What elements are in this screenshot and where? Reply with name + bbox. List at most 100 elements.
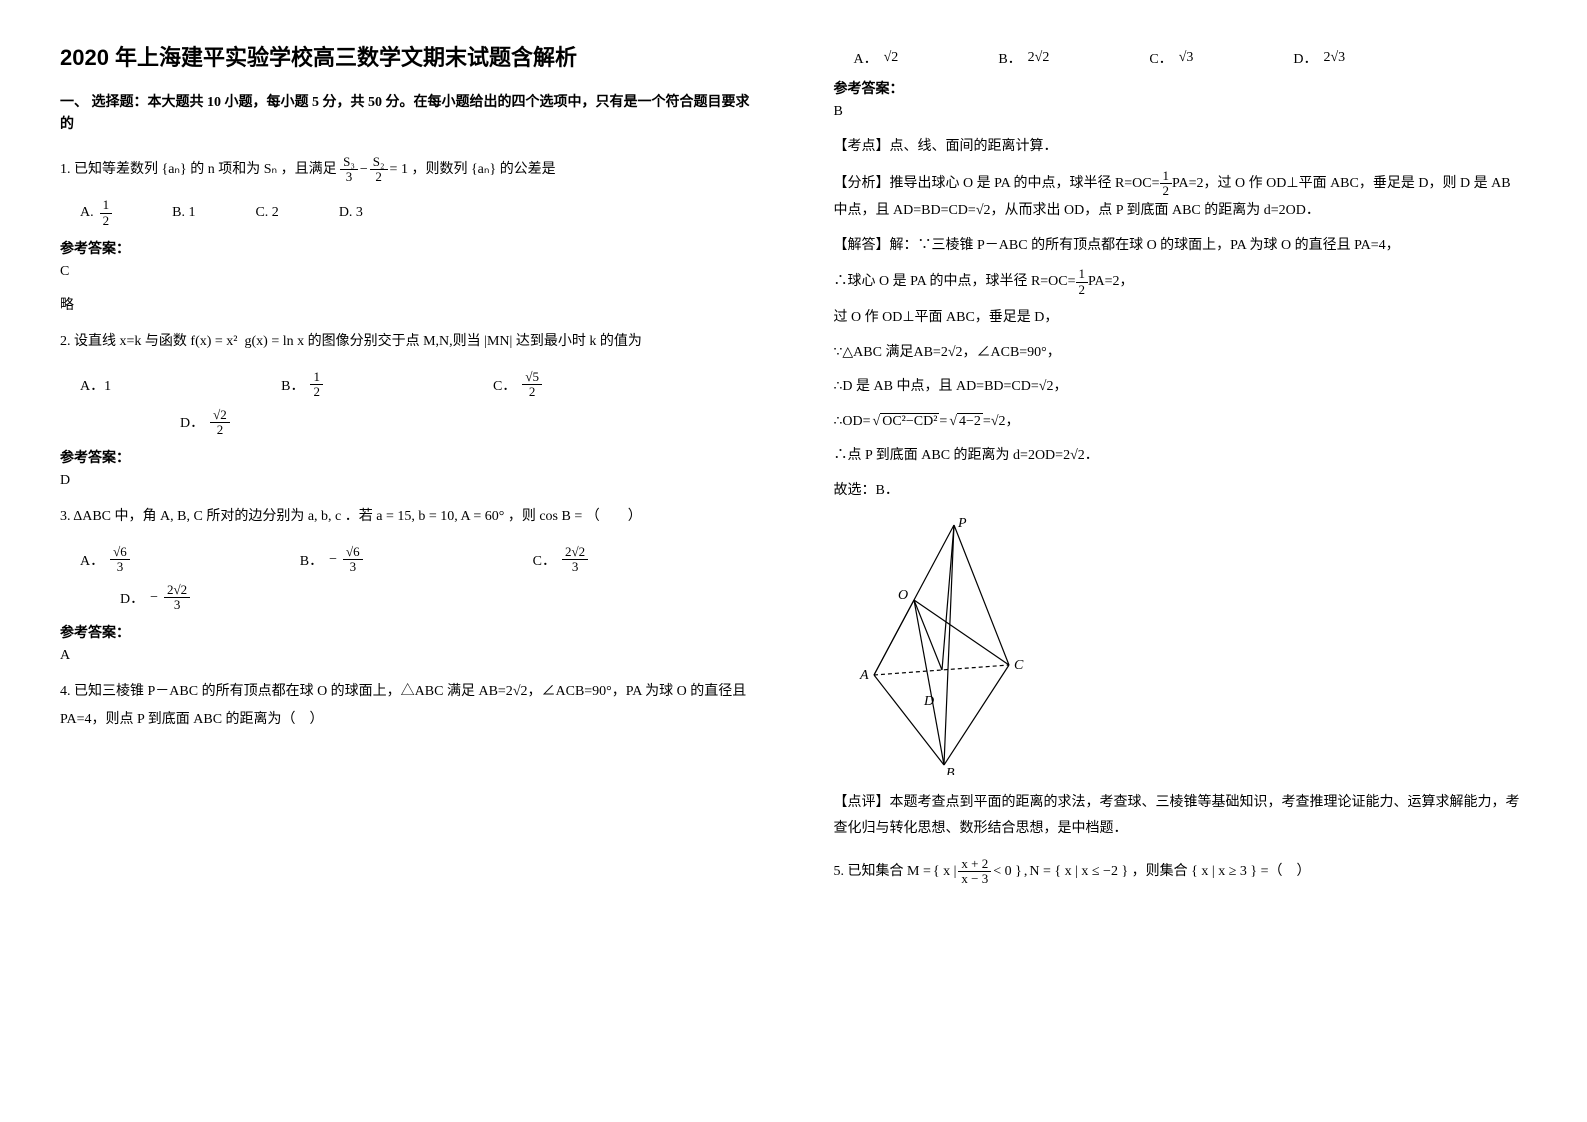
q2-gx: g(x) = ln x bbox=[245, 334, 305, 349]
q1-opt-b: B. 1 bbox=[172, 205, 195, 221]
q3-opt-d-neg: − bbox=[150, 590, 158, 606]
q3-opt-d-den: 3 bbox=[164, 598, 190, 612]
question-2: 2. 设直线 x=k 与函数 f(x) = x² g(x) = ln x 的图像… bbox=[60, 328, 754, 356]
q2-opt-b-num: 1 bbox=[310, 370, 323, 385]
q4-opt-c-val: √3 bbox=[1179, 50, 1194, 66]
q5-m-frac-den: x − 3 bbox=[958, 872, 991, 886]
q4-opt-b-val: 2√2 bbox=[1028, 50, 1050, 66]
q3-opt-c-label: C． bbox=[533, 550, 556, 570]
q3-tail: （ ） bbox=[586, 509, 642, 524]
q3-opt-b-neg: − bbox=[329, 552, 337, 568]
q3-cosb: cos B = bbox=[539, 509, 582, 524]
q1-stem-b: 的 n 项和为 bbox=[190, 162, 260, 177]
q4-stem-a: 4. 已知三棱锥 P－ABC 的所有顶点都在球 O 的球面上，△ABC 满足 A… bbox=[60, 684, 513, 699]
q2-stem-a: 2. 设直线 x=k 与函数 bbox=[60, 334, 187, 349]
q3-opt-a: A． √6 3 bbox=[80, 545, 130, 575]
q1-seq2: {aₙ} bbox=[471, 162, 496, 177]
q4-jieda-7: 故选：B． bbox=[834, 478, 1528, 505]
q3-angles: A, B, C bbox=[160, 509, 203, 524]
q4-opt-b: B． 2√2 bbox=[998, 48, 1049, 68]
q1-stem-d: ，则数列 bbox=[411, 162, 467, 177]
q5-m-rhs: < 0 } bbox=[993, 858, 1022, 886]
diagram-label-a: A bbox=[859, 668, 869, 683]
q2-answer: D bbox=[60, 473, 754, 489]
q1-answer: C bbox=[60, 264, 754, 280]
q3-tri: ΔABC bbox=[73, 509, 111, 524]
q2-opt-c-label: C． bbox=[493, 375, 516, 395]
q1-stem-c: ，且满足 bbox=[281, 162, 337, 177]
q4-fx-pa: PA=2 bbox=[1172, 176, 1204, 191]
q4-fx-sqrt2: √2 bbox=[976, 203, 991, 218]
q4-kd-label: 【考点】 bbox=[834, 139, 890, 154]
q4-jd5b: = bbox=[939, 414, 947, 429]
q5-target: { x | x ≥ 3 } bbox=[1191, 864, 1257, 879]
q3-opt-b: B． − √6 3 bbox=[300, 545, 363, 575]
q1-frac2-num: S₂ bbox=[370, 155, 388, 170]
q4-jd5-sqrt1: OC²−CD² bbox=[871, 409, 940, 436]
q4-opt-c: C． √3 bbox=[1149, 48, 1193, 68]
q3-opt-d: D． − 2√2 3 bbox=[120, 583, 190, 613]
q1-frac1: S₃ 3 bbox=[340, 155, 358, 185]
q3-options-row2: D． − 2√2 3 bbox=[120, 583, 754, 613]
question-3: 3. ΔABC 中，角 A, B, C 所对的边分别为 a, b, c ．若 a… bbox=[60, 503, 754, 531]
q1-note: 略 bbox=[60, 294, 754, 314]
q4-jd5e: ， bbox=[1006, 414, 1020, 429]
q2-opt-b-label: B． bbox=[281, 375, 304, 395]
q2-answer-label: 参考答案： bbox=[60, 447, 754, 467]
q4-jd6c: ． bbox=[1085, 448, 1099, 463]
diagram-label-o: O bbox=[898, 588, 908, 603]
q5-n: N = { x | x ≤ −2 } bbox=[1029, 858, 1128, 886]
q1-eq-rhs: = 1 bbox=[390, 156, 408, 184]
q1-frac2-den: 2 bbox=[370, 170, 388, 184]
q3-stem-a: 3. bbox=[60, 509, 71, 524]
q4-fx-c: ，从而求出 OD，点 P 到底面 ABC 的距离为 d=2OD． bbox=[991, 203, 1320, 218]
q1-minus: − bbox=[360, 156, 368, 184]
q1-seq: {aₙ} bbox=[162, 162, 187, 177]
q1-answer-label: 参考答案： bbox=[60, 238, 754, 258]
diagram-label-c: C bbox=[1014, 658, 1024, 673]
q4-jd5c: = bbox=[983, 414, 991, 429]
q4-jd5a: ∴OD= bbox=[834, 414, 871, 429]
q4-fx-label: 【分析】 bbox=[834, 176, 890, 191]
q1-frac2: S₂ 2 bbox=[370, 155, 388, 185]
q4-jd1-num: 1 bbox=[1076, 267, 1089, 282]
q3-stem-d: ．若 bbox=[345, 509, 373, 524]
q2-stem-c: 达到最小时 k 的值为 bbox=[516, 334, 642, 349]
q5-stem-b: ，则集合 bbox=[1132, 864, 1188, 879]
q4-opt-a-label: A． bbox=[854, 48, 878, 68]
q4-jd1b: PA=2 bbox=[1088, 274, 1120, 289]
q1-stem-e: 的公差是 bbox=[500, 162, 556, 177]
tetrahedron-svg: P O A C D B bbox=[854, 515, 1054, 775]
q2-mn: |MN| bbox=[484, 334, 512, 349]
q3-stem-c: 所对的边分别为 bbox=[206, 509, 304, 524]
q3-opt-a-den: 3 bbox=[110, 560, 130, 574]
q2-stem-b: 的图像分别交于点 M,N,则当 bbox=[308, 334, 481, 349]
q1-frac1-den: 3 bbox=[340, 170, 358, 184]
q3-opt-a-num: √6 bbox=[110, 545, 130, 560]
q4-jieda-6: ∴点 P 到底面 ABC 的距离为 d=2OD=2√2． bbox=[834, 443, 1528, 470]
q5-m-frac-num: x + 2 bbox=[958, 857, 991, 872]
q3-opt-b-label: B． bbox=[300, 550, 323, 570]
q4-sqrt2: √2 bbox=[513, 684, 528, 699]
q4-jd1-den: 2 bbox=[1076, 283, 1089, 297]
q4-dianping: 【点评】本题考查点到平面的距离的求法，考查球、三棱锥等基础知识，考查推理论证能力… bbox=[834, 790, 1528, 843]
q5-tail: =（ ） bbox=[1261, 864, 1311, 879]
q2-opt-c-den: 2 bbox=[522, 385, 542, 399]
q4-opt-c-label: C． bbox=[1149, 48, 1172, 68]
q4-jieda-5: ∴OD=OC²−CD²=4−2=√2， bbox=[834, 409, 1528, 436]
q5-m-frac: x + 2 x − 3 bbox=[958, 857, 991, 887]
q2-opt-c-num: √5 bbox=[522, 370, 542, 385]
q5-m-open: { x | bbox=[933, 858, 957, 886]
q2-opt-c: C． √5 2 bbox=[493, 370, 542, 400]
q4-jd6b: √2 bbox=[1070, 448, 1085, 463]
diagram-label-d: D bbox=[923, 694, 934, 709]
q4-opt-a: A． √2 bbox=[854, 48, 899, 68]
q4-jd1c: ， bbox=[1120, 274, 1134, 289]
q3-opt-c: C． 2√2 3 bbox=[533, 545, 588, 575]
q5-m-lhs: M = bbox=[907, 858, 931, 886]
q1-stem-a: 1. 已知等差数列 bbox=[60, 162, 158, 177]
q1-opt-a-label: A. bbox=[80, 205, 94, 221]
q3-opt-c-den: 3 bbox=[562, 560, 588, 574]
q3-sides: a, b, c bbox=[308, 509, 341, 524]
q4-opt-d-label: D． bbox=[1293, 48, 1317, 68]
